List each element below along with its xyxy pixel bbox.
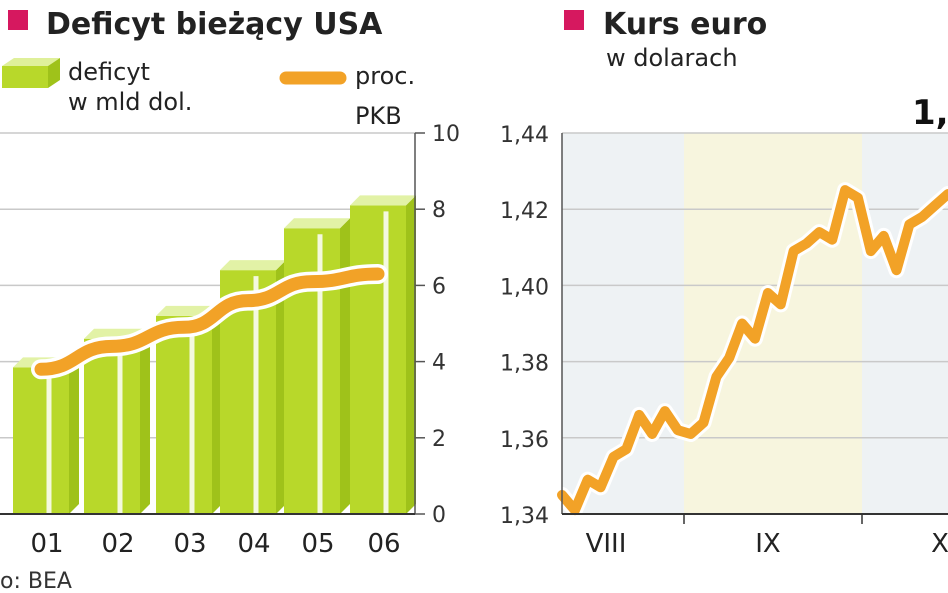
rate-point <box>612 456 614 458</box>
y-left-tick-label: 1,38 <box>500 352 549 377</box>
deficit-bar <box>156 305 222 514</box>
y-left-tick-label: 1,40 <box>500 275 549 300</box>
euro-rate-chart: Kurs euro w dolarach 1, 1,44 1,42 1,40 1,38… <box>500 7 948 559</box>
y-right-tick-label: 0 <box>432 503 446 528</box>
gdp-point <box>247 299 249 302</box>
rate-point <box>870 250 872 252</box>
deficit-bar-top <box>350 195 416 206</box>
x-tick-label: X <box>931 529 948 559</box>
x-tick-label: 03 <box>173 529 206 559</box>
rate-point <box>638 414 640 416</box>
month-band <box>684 133 862 514</box>
y-right-tick-label: 8 <box>432 198 446 223</box>
gdp-point <box>111 345 113 348</box>
rate-point <box>574 509 576 511</box>
rate-point <box>741 323 743 324</box>
y-right-tick-label: 10 <box>432 122 460 147</box>
deficit-bar <box>13 357 79 514</box>
rate-point <box>883 235 885 237</box>
x-tick-label: 02 <box>101 529 134 559</box>
y-right-tick-label: 6 <box>432 274 446 299</box>
rate-point <box>780 303 782 305</box>
rate-point <box>818 231 820 233</box>
deficit-bar-front <box>13 367 69 514</box>
y-right-tick-label: 2 <box>432 427 446 452</box>
rate-point <box>625 448 627 450</box>
legend-bar-label-line1: deficyt <box>68 58 150 86</box>
x-tick-label: 06 <box>367 529 400 559</box>
deficit-bar-front <box>84 338 140 514</box>
legend-line-label-line2: PKB <box>355 102 402 130</box>
x-tick-label: 05 <box>301 529 334 559</box>
rate-point <box>728 357 730 359</box>
rate-point <box>754 338 756 340</box>
deficit-bar-top <box>220 260 286 271</box>
legend-bar-icon <box>2 58 60 88</box>
rate-point <box>844 189 846 191</box>
rate-point <box>664 410 666 412</box>
rate-point <box>703 422 705 424</box>
euro-title: Kurs euro <box>603 7 767 42</box>
deficit-bar <box>350 195 416 514</box>
rate-point <box>934 204 936 206</box>
deficit-chart: Deficyt bieżący USA deficyt w mld dol. p… <box>0 7 460 593</box>
y-left-tick-label: 1,42 <box>500 199 549 224</box>
rate-point <box>831 239 833 241</box>
month-band <box>862 133 948 514</box>
deficit-bar-side <box>140 328 150 514</box>
x-tick-label: 01 <box>30 529 63 559</box>
euro-title-marker <box>564 10 584 30</box>
deficit-bar-top <box>284 218 350 229</box>
rate-point <box>715 376 717 378</box>
rate-point <box>690 433 692 435</box>
gdp-point <box>311 280 313 283</box>
euro-subtitle: w dolarach <box>606 44 738 72</box>
deficit-bar-front <box>156 315 212 514</box>
x-tick-label: 04 <box>237 529 270 559</box>
legend-line-label-line1: proc. <box>355 62 415 90</box>
rate-point <box>767 292 769 294</box>
deficit-bar-front <box>350 205 406 514</box>
y-left-tick-label: 1,44 <box>500 123 549 148</box>
deficit-title: Deficyt bieżący USA <box>46 7 383 42</box>
deficit-bar <box>84 328 150 514</box>
rate-point <box>857 197 859 199</box>
rate-point <box>908 223 910 225</box>
rate-point <box>677 429 679 431</box>
deficit-bar-side <box>406 195 416 514</box>
deficit-bar-side <box>340 218 350 514</box>
rate-point <box>805 242 807 244</box>
gdp-line <box>34 267 385 376</box>
deficit-title-marker <box>8 10 28 30</box>
deficit-bar <box>220 260 286 514</box>
x-tick-label: VIII <box>586 529 627 559</box>
legend-bar-label-line2: w mld dol. <box>68 88 192 116</box>
rate-point <box>651 433 653 435</box>
x-tick-label: IX <box>755 529 780 559</box>
source-note: o: BEA <box>0 569 72 593</box>
y-left-tick-label: 1,34 <box>500 504 549 529</box>
y-right-tick-label: 4 <box>432 351 446 376</box>
gdp-point <box>377 272 379 275</box>
deficit-bar <box>284 218 350 514</box>
rate-point <box>600 486 602 488</box>
rate-point <box>793 250 795 252</box>
rate-point <box>896 269 898 271</box>
euro-last-value-annotation: 1, <box>912 93 948 133</box>
deficit-bar-side <box>69 357 79 514</box>
rate-point <box>921 216 923 218</box>
gdp-point <box>40 368 42 371</box>
deficit-bar-side <box>212 305 222 514</box>
y-left-tick-label: 1,36 <box>500 428 549 453</box>
deficit-bar-side <box>276 260 286 514</box>
rate-point <box>587 479 589 481</box>
gdp-point <box>183 326 185 329</box>
